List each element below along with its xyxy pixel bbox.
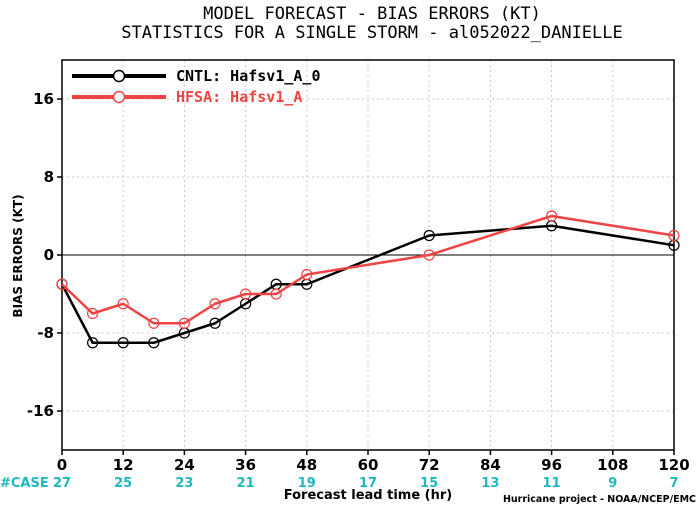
x-axis-label: Forecast lead time (hr) bbox=[284, 488, 452, 503]
y-tick-label: 16 bbox=[33, 90, 54, 108]
legend-label: CNTL: Hafsv1_A_0 bbox=[176, 67, 321, 85]
y-axis-ticks: 16 8 0 -8 -16 bbox=[27, 90, 62, 420]
data-point bbox=[668, 229, 680, 242]
data-point bbox=[86, 337, 99, 349]
case-count: 19 bbox=[298, 476, 316, 491]
y-tick-label: -16 bbox=[27, 402, 54, 420]
case-count: 9 bbox=[608, 476, 617, 491]
series-1 bbox=[56, 210, 680, 329]
legend-marker bbox=[112, 90, 126, 104]
legend-marker bbox=[112, 69, 126, 83]
x-tick-label: 108 bbox=[597, 456, 628, 474]
data-point bbox=[240, 288, 252, 300]
data-point bbox=[56, 278, 68, 290]
x-tick-label: 48 bbox=[296, 456, 317, 474]
chart-subtitle: STATISTICS FOR A SINGLE STORM - al052022… bbox=[121, 23, 623, 43]
x-tick-label: 60 bbox=[358, 456, 379, 474]
x-tick-label: 0 bbox=[57, 456, 67, 474]
x-tick-label: 72 bbox=[419, 456, 440, 474]
x-tick-label: 24 bbox=[174, 456, 195, 474]
case-count: 21 bbox=[237, 476, 255, 491]
x-tick-label: 120 bbox=[658, 456, 689, 474]
x-tick-label: 36 bbox=[235, 456, 256, 474]
x-axis-ticks: 0 12 24 36 48 60 72 84 96 108 120 bbox=[57, 450, 690, 474]
data-point bbox=[117, 298, 129, 310]
credit-text: Hurricane project - NOAA/NCEP/EMC bbox=[503, 494, 696, 505]
case-count: 7 bbox=[669, 476, 678, 491]
chart-title: MODEL FORECAST - BIAS ERRORS (KT) bbox=[203, 4, 541, 24]
x-tick-label: 84 bbox=[480, 456, 501, 474]
data-point bbox=[117, 337, 129, 349]
data-point bbox=[545, 210, 558, 222]
data-point bbox=[86, 307, 99, 320]
x-tick-label: 96 bbox=[541, 456, 562, 474]
data-series bbox=[56, 210, 680, 349]
y-tick-label: 8 bbox=[44, 168, 54, 186]
case-count: 27 bbox=[53, 476, 71, 491]
y-axis-label: BIAS ERRORS (KT) bbox=[11, 194, 25, 317]
case-count: 25 bbox=[114, 476, 132, 491]
case-counts: 27 25 23 21 19 17 15 13 11 9 7 bbox=[53, 476, 679, 491]
case-count: 23 bbox=[175, 476, 193, 491]
data-point bbox=[270, 288, 282, 300]
y-tick-label: -8 bbox=[37, 324, 54, 342]
case-count: 11 bbox=[543, 476, 561, 491]
data-point bbox=[423, 229, 435, 242]
legend: CNTL: Hafsv1_A_0 HFSA: Hafsv1_A bbox=[72, 67, 321, 106]
series-line bbox=[61, 214, 675, 325]
y-tick-label: 0 bbox=[44, 246, 54, 264]
data-point bbox=[178, 317, 190, 329]
data-point bbox=[209, 317, 221, 329]
case-label: #CASE bbox=[0, 476, 49, 491]
case-count: 15 bbox=[420, 476, 438, 491]
case-count: 17 bbox=[359, 476, 377, 491]
data-point bbox=[301, 268, 313, 281]
data-point bbox=[148, 317, 160, 329]
x-tick-label: 12 bbox=[113, 456, 134, 474]
data-point bbox=[209, 298, 221, 310]
legend-label: HFSA: Hafsv1_A bbox=[176, 88, 302, 106]
series-0 bbox=[56, 220, 680, 349]
data-point bbox=[148, 337, 160, 349]
data-point bbox=[423, 249, 435, 261]
case-count: 13 bbox=[481, 476, 499, 491]
